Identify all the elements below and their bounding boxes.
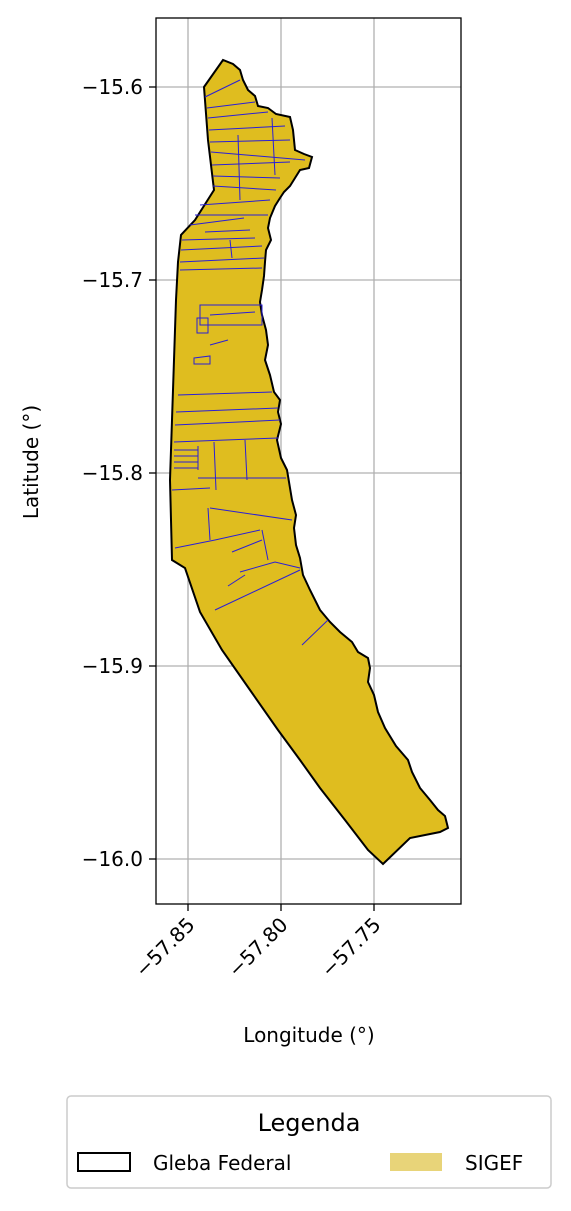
parcel-line [181, 237, 256, 241]
y-tick-label: −15.9 [82, 654, 143, 678]
y-axis-title: Latitude (°) [19, 405, 43, 519]
legend-swatch-sigef [390, 1153, 442, 1171]
parcel-line [180, 245, 263, 251]
parcel-line [209, 311, 256, 316]
parcel-line [271, 117, 276, 176]
parcel-line [214, 569, 301, 611]
parcel-line [209, 139, 291, 143]
parcel-line [207, 111, 269, 119]
parcel-line [231, 539, 263, 553]
plot-frame [155, 17, 462, 905]
parcel-line [173, 437, 279, 443]
x-tick-labels: −57.85 −57.80 −57.75 [130, 913, 385, 982]
y-tick-labels: −15.6 −15.7 −15.8 −15.9 −16.0 [82, 75, 143, 871]
legend: Legenda Gleba Federal SIGEF [66, 1095, 552, 1189]
parcel-line [199, 199, 271, 206]
parcel-line [227, 574, 246, 587]
tick-marks [149, 86, 375, 911]
parcel-line [211, 161, 291, 166]
parcel-line [212, 185, 277, 191]
parcel-line [212, 175, 281, 179]
gleba-federal-polygon [168, 58, 450, 866]
parcel-line [206, 101, 256, 109]
parcel-line [177, 391, 273, 396]
x-tick-label: −57.75 [316, 913, 385, 982]
parcel-line [189, 217, 245, 226]
y-tick-label: −15.6 [82, 75, 143, 99]
parcel-line [237, 134, 241, 201]
parcel-line [171, 487, 211, 491]
parcel-line [179, 267, 263, 271]
parcel-line [179, 257, 265, 263]
parcel-line [174, 419, 281, 426]
parcel-line [261, 529, 269, 561]
parcel-line [174, 529, 261, 549]
parcel-line [239, 561, 301, 573]
parcel-line [207, 507, 211, 541]
sigef-parcels [171, 79, 329, 646]
parcel-line [196, 317, 209, 334]
parcel-line [209, 507, 293, 521]
legend-label-sigef: SIGEF [465, 1151, 523, 1175]
parcel-line [209, 339, 229, 346]
y-tick-label: −15.7 [82, 268, 143, 292]
parcel-line [244, 439, 248, 481]
legend-label-gleba-federal: Gleba Federal [153, 1151, 291, 1175]
parcel-line [213, 441, 217, 491]
parcel-line [301, 619, 329, 646]
parcel-line [193, 355, 211, 365]
y-tick-label: −16.0 [82, 847, 143, 871]
legend-title: Legenda [258, 1109, 361, 1137]
parcel-line [204, 229, 251, 233]
parcel-line [210, 151, 306, 161]
legend-swatch-gleba-federal [77, 1152, 131, 1172]
parcel-line [175, 407, 279, 413]
parcel-line [229, 239, 233, 259]
x-tick-label: −57.85 [130, 913, 199, 982]
x-tick-label: −57.80 [223, 913, 292, 982]
parcel-line [204, 79, 241, 98]
x-axis-title: Longitude (°) [243, 1023, 374, 1047]
y-tick-label: −15.8 [82, 461, 143, 485]
